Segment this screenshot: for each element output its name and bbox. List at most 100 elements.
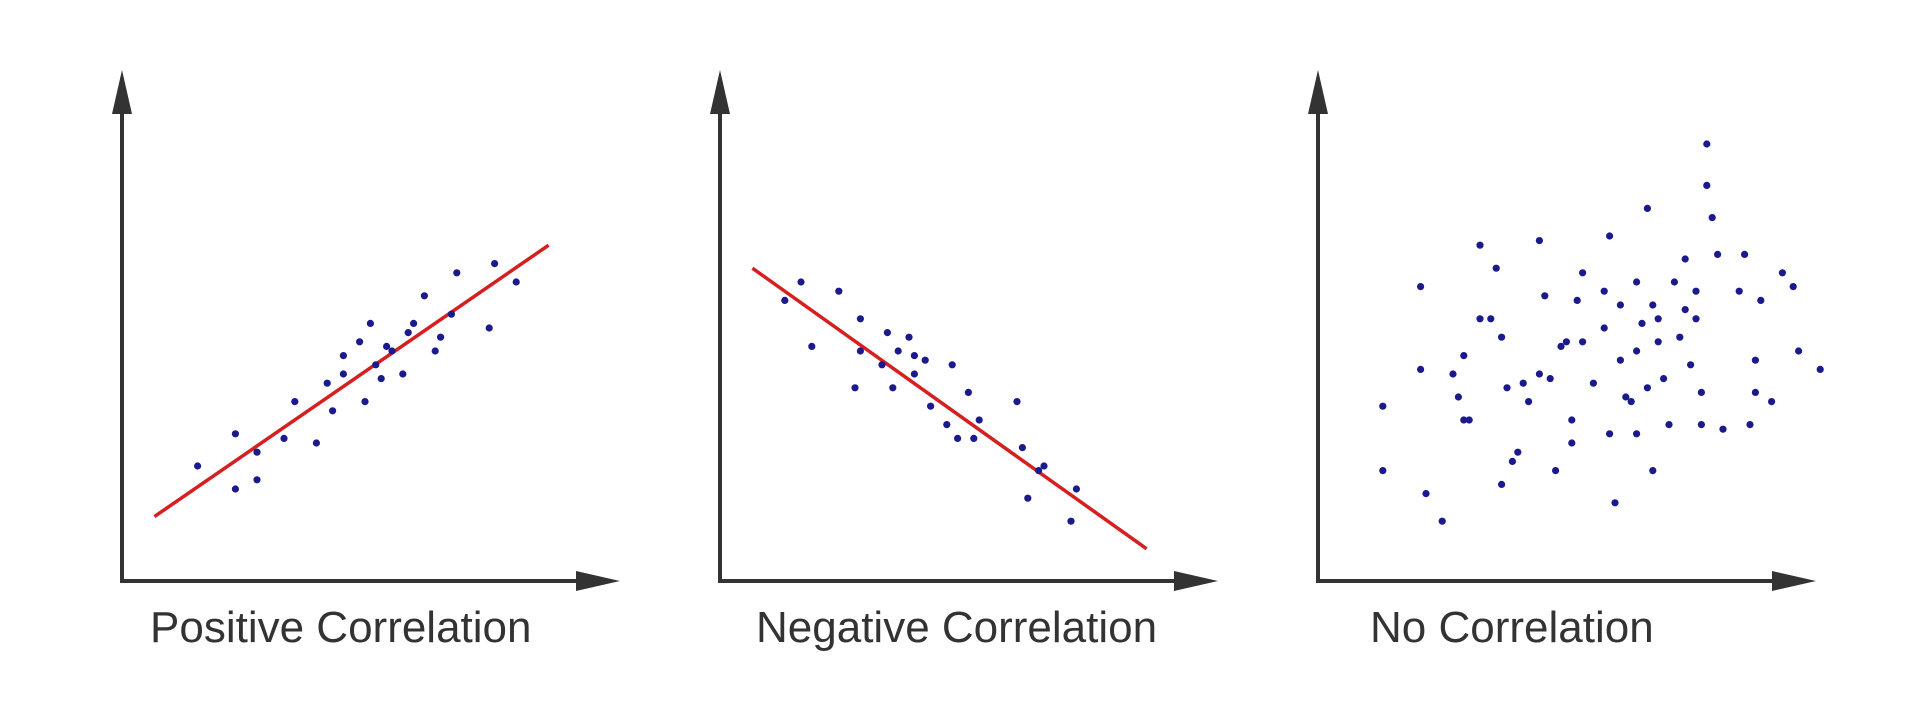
data-point — [377, 375, 385, 383]
data-point — [1476, 315, 1484, 323]
data-point — [1741, 250, 1749, 258]
data-point — [366, 319, 374, 327]
data-point — [1476, 241, 1484, 249]
data-point — [491, 260, 499, 268]
data-point — [1024, 494, 1032, 502]
chart-title: Positive Correlation — [150, 603, 532, 652]
data-point — [1616, 356, 1624, 364]
data-point — [1589, 379, 1597, 387]
data-point — [1681, 306, 1689, 314]
data-point — [1778, 269, 1786, 277]
data-point — [1562, 338, 1570, 346]
data-point — [1546, 375, 1554, 383]
data-point — [410, 319, 418, 327]
data-point — [361, 398, 369, 406]
data-point — [329, 407, 337, 415]
data-point — [1514, 448, 1522, 456]
y-axis-arrow-icon — [710, 70, 730, 114]
data-point — [970, 434, 978, 442]
data-point — [404, 329, 412, 337]
trend-line — [751, 266, 1148, 551]
data-point — [1465, 416, 1473, 424]
data-point — [1606, 430, 1614, 438]
data-point — [431, 347, 439, 355]
data-point — [910, 370, 919, 378]
data-point — [1492, 264, 1500, 272]
data-point — [453, 269, 461, 277]
data-point — [1616, 301, 1624, 309]
data-point — [1708, 214, 1716, 222]
data-point — [1503, 384, 1511, 392]
data-point — [905, 333, 913, 341]
data-point — [1072, 485, 1080, 493]
data-point — [1568, 439, 1576, 447]
x-axis-arrow-icon — [1174, 571, 1218, 591]
data-point — [323, 379, 331, 387]
positive-correlation-chart: Positive Correlation — [112, 70, 620, 652]
data-point — [1757, 296, 1765, 304]
data-point — [1751, 356, 1759, 364]
data-point — [1676, 333, 1684, 341]
data-point — [1454, 393, 1462, 401]
data-point — [1600, 324, 1608, 332]
data-point — [1751, 388, 1759, 396]
data-point — [835, 287, 843, 295]
data-point — [1535, 370, 1543, 378]
data-point — [1622, 393, 1630, 401]
data-point — [1789, 283, 1797, 291]
data-point — [927, 402, 935, 410]
data-point — [194, 462, 202, 470]
chart-title: No Correlation — [1370, 603, 1654, 652]
data-point — [948, 361, 956, 369]
data-point — [1735, 287, 1743, 295]
data-point — [512, 278, 520, 286]
data-point — [954, 434, 962, 442]
data-point — [1498, 480, 1506, 488]
data-point — [1714, 250, 1722, 258]
data-point — [1627, 398, 1635, 406]
data-point — [1573, 296, 1581, 304]
y-axis-arrow-icon — [112, 70, 132, 114]
data-point — [808, 342, 816, 350]
data-point — [1541, 292, 1549, 300]
data-point — [883, 329, 892, 337]
data-point — [339, 352, 347, 360]
data-point — [1681, 255, 1689, 263]
data-point — [1611, 499, 1619, 507]
data-point — [975, 416, 983, 424]
data-point — [1649, 467, 1657, 475]
data-point — [1579, 269, 1587, 277]
data-point — [1660, 375, 1668, 383]
data-point — [1552, 467, 1560, 475]
data-point — [1795, 347, 1803, 355]
data-point — [1035, 467, 1043, 475]
data-point — [894, 347, 902, 355]
data-point — [797, 278, 805, 286]
data-point — [388, 347, 396, 355]
data-point — [312, 439, 320, 447]
data-point — [1067, 517, 1075, 525]
data-point — [1654, 315, 1662, 323]
data-point — [964, 388, 973, 396]
data-point — [280, 434, 288, 442]
data-point — [1013, 398, 1021, 406]
data-points — [781, 278, 1080, 525]
data-point — [1687, 361, 1695, 369]
data-point — [1498, 333, 1506, 341]
data-point — [1600, 287, 1608, 295]
data-point — [1417, 283, 1425, 291]
data-point — [1379, 402, 1387, 410]
data-point — [383, 342, 391, 350]
data-point — [1460, 352, 1468, 360]
data-point — [485, 324, 493, 332]
data-point — [231, 485, 239, 493]
data-point — [1638, 319, 1646, 327]
data-point — [889, 384, 897, 392]
no-correlation-chart: No Correlation — [1308, 70, 1824, 652]
data-point — [339, 370, 347, 378]
data-point — [1633, 278, 1641, 286]
data-point — [1697, 388, 1705, 396]
data-point — [1525, 398, 1533, 406]
data-point — [1633, 430, 1641, 438]
data-point — [1692, 315, 1700, 323]
